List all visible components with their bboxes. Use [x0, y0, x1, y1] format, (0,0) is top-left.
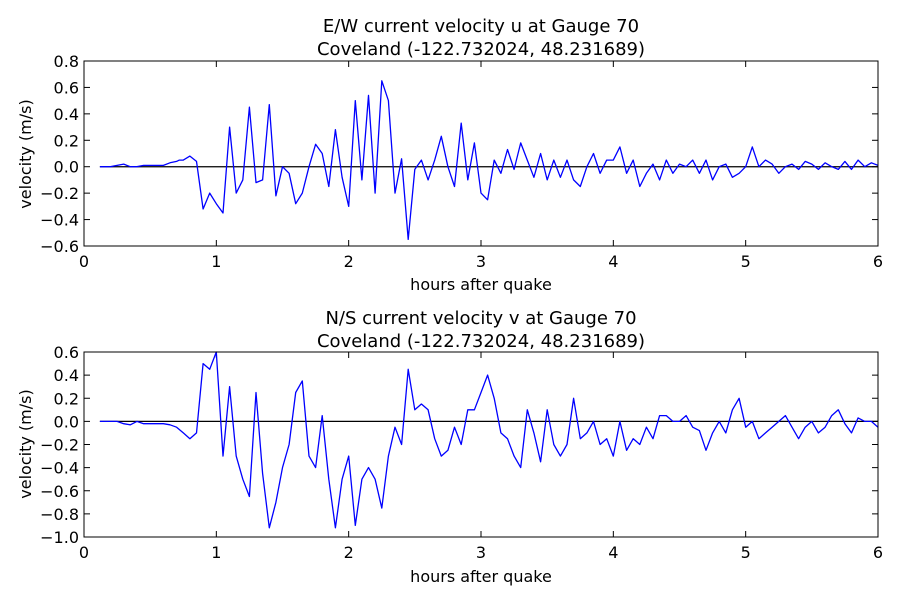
- plot-area: [83, 60, 879, 247]
- y-tick-label: 0.2: [54, 389, 79, 408]
- y-tick-label: 0.0: [54, 412, 79, 431]
- x-tick-label: 6: [873, 543, 883, 562]
- y-tick-label: −0.6: [40, 237, 79, 256]
- x-ticks: 0 1 2 3 4 5 6: [79, 61, 883, 271]
- axes-frame: [83, 351, 879, 538]
- chart-subtitle: Coveland (-122.732024, 48.231689): [317, 39, 645, 60]
- y-tick-label: 0.6: [54, 78, 79, 97]
- x-tick-label: 4: [608, 543, 618, 562]
- x-tick-label: 0: [79, 252, 89, 271]
- y-ticks: −1.0 −0.8 −0.6 −0.4 −0.2 0.0 0.2 0.4 0.6: [40, 343, 878, 547]
- y-tick-label: −0.2: [40, 436, 79, 455]
- chart-subtitle: Coveland (-122.732024, 48.231689): [317, 331, 645, 352]
- x-axis-label: hours after quake: [410, 567, 552, 586]
- x-ticks: 0 1 2 3 4 5 6: [79, 352, 883, 562]
- y-tick-label: 0.2: [54, 131, 79, 150]
- x-axis-label: hours after quake: [410, 275, 552, 294]
- y-tick-label: −0.4: [40, 211, 79, 230]
- x-tick-label: 0: [79, 543, 89, 562]
- y-tick-label: 0.4: [54, 105, 79, 124]
- y-tick-label: 0.6: [54, 343, 79, 362]
- x-tick-label: 3: [476, 543, 486, 562]
- y-tick-label: −1.0: [40, 528, 79, 547]
- chart-ew-velocity: E/W current velocity u at Gauge 70 Covel…: [16, 16, 883, 294]
- y-tick-label: −0.4: [40, 459, 79, 478]
- plot-area: [83, 351, 879, 538]
- chart-ns-velocity: N/S current velocity v at Gauge 70 Covel…: [16, 308, 883, 586]
- y-axis-label: velocity (m/s): [16, 389, 35, 498]
- y-tick-label: 0.0: [54, 158, 79, 177]
- x-tick-label: 2: [344, 252, 354, 271]
- x-tick-label: 1: [211, 252, 221, 271]
- x-tick-label: 1: [211, 543, 221, 562]
- y-tick-label: 0.8: [54, 52, 79, 71]
- y-ticks: −0.6 −0.4 −0.2 0.0 0.2 0.4 0.6 0.8: [40, 52, 878, 256]
- y-tick-label: −0.2: [40, 184, 79, 203]
- y-tick-label: −0.8: [40, 505, 79, 524]
- velocity-series-line: [99, 351, 879, 529]
- x-tick-label: 3: [476, 252, 486, 271]
- velocity-series-line: [99, 80, 879, 241]
- x-tick-label: 5: [741, 252, 751, 271]
- chart-title: N/S current velocity v at Gauge 70: [325, 308, 636, 329]
- y-axis-label: velocity (m/s): [16, 99, 35, 208]
- x-tick-label: 2: [344, 543, 354, 562]
- x-tick-label: 5: [741, 543, 751, 562]
- y-tick-label: 0.4: [54, 366, 79, 385]
- x-tick-label: 4: [608, 252, 618, 271]
- x-tick-label: 6: [873, 252, 883, 271]
- y-tick-label: −0.6: [40, 482, 79, 501]
- chart-title: E/W current velocity u at Gauge 70: [323, 16, 639, 37]
- axes-frame: [83, 60, 879, 247]
